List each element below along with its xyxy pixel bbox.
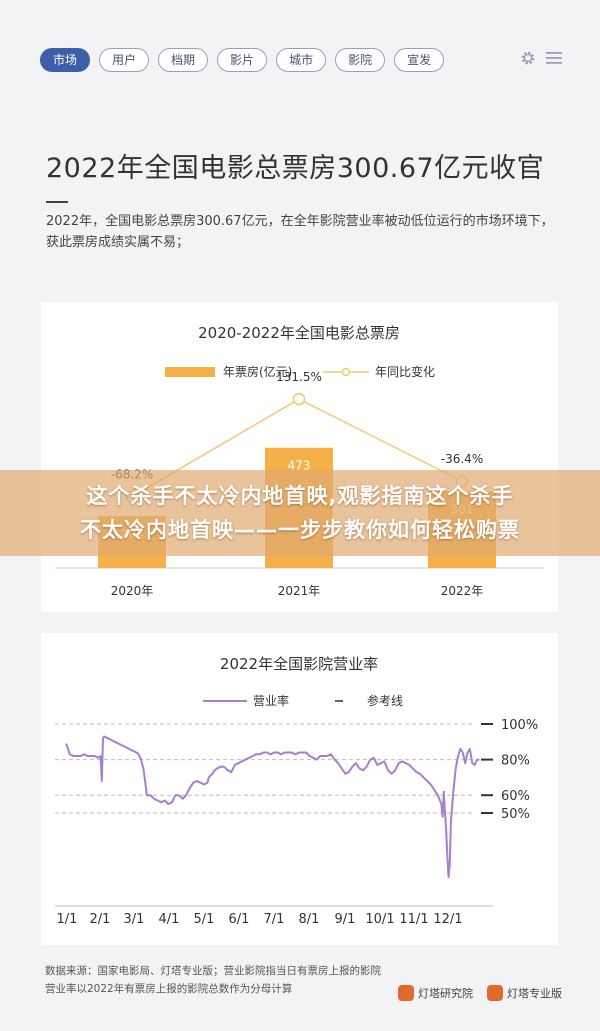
- tab-4[interactable]: 城市: [276, 48, 327, 72]
- tab-6[interactable]: 宣发: [394, 48, 445, 72]
- x-tick-4: 5/1: [194, 912, 215, 927]
- legend-bar-label: 年票房(亿元): [223, 364, 292, 379]
- x-tick-8: 9/1: [335, 912, 356, 927]
- overlay-banner[interactable]: 这个杀手不太冷内地首映,观影指南这个杀手 不太冷内地首映——一步步教你如何轻松购…: [0, 470, 600, 556]
- title-divider: [46, 201, 68, 203]
- legend-rate-label: 营业率: [253, 693, 289, 708]
- legend-line-marker: [341, 367, 351, 377]
- operating-rate-line: [65, 735, 480, 879]
- intro-text: 2022年，全国电影总票房300.67亿元，在全年影院营业率被动低位运行的市场环…: [46, 214, 554, 250]
- x-tick-2: 3/1: [124, 912, 145, 927]
- logo-research: 灯塔研究院: [398, 985, 473, 1001]
- tab-2[interactable]: 档期: [158, 48, 209, 72]
- x-tick-6: 7/1: [264, 912, 285, 927]
- data-source-footnote: 数据来源：国家电影局、灯塔专业版；营业影院指当日有票房上报的影院 营业率以202…: [45, 962, 445, 998]
- yoy-label-1: 131.5%: [276, 370, 322, 384]
- ref-label-1: 80%: [501, 754, 530, 769]
- box-office-chart: 2020-2022年全国电影总票房年票房(亿元)年同比变化2042020年473…: [55, 324, 544, 598]
- ref-label-3: 50%: [501, 807, 530, 822]
- category-label-1: 2021年: [278, 584, 321, 598]
- tab-5[interactable]: 影院: [335, 48, 386, 72]
- x-tick-3: 4/1: [159, 912, 180, 927]
- page-title: 2022年全国电影总票房300.67亿元收官: [46, 153, 545, 184]
- category-label-2: 2022年: [441, 584, 484, 598]
- overlay-banner-line-1: 这个杀手不太冷内地首映,观影指南这个杀手: [86, 484, 514, 508]
- x-tick-0: 1/1: [57, 912, 78, 927]
- logo-research-label: 灯塔研究院: [418, 987, 473, 1000]
- x-tick-10: 11/1: [399, 912, 428, 927]
- ref-label-0: 100%: [501, 718, 538, 733]
- chart1-title: 2020-2022年全国电影总票房: [198, 324, 400, 342]
- x-tick-1: 2/1: [90, 912, 111, 927]
- yoy-label-2: -36.4%: [441, 452, 483, 466]
- x-tick-5: 6/1: [229, 912, 250, 927]
- lighthouse-pro-logo-icon: [487, 985, 503, 1001]
- brand-logos: 灯塔研究院 灯塔专业版: [398, 985, 562, 1001]
- x-tick-11: 12/1: [433, 912, 462, 927]
- lighthouse-logo-icon: [398, 985, 414, 1001]
- x-tick-9: 10/1: [365, 912, 394, 927]
- gear-icon[interactable]: [520, 50, 536, 66]
- toolbar: [520, 50, 562, 66]
- tab-bar: 市场 用户 档期 影片 城市 影院 宣发: [40, 48, 445, 72]
- cinema-operating-rate-chart-card: 2022年全国影院营业率营业率 参考线 100% 80% 60% 50% 1/1 2/1 3/1…: [41, 633, 558, 945]
- tab-1[interactable]: 用户: [99, 48, 150, 72]
- legend-line-label: 年同比变化: [375, 364, 435, 379]
- box-office-chart-card: 2020-2022年全国电影总票房年票房(亿元)年同比变化2042020年473…: [41, 302, 558, 612]
- logo-pro-label: 灯塔专业版: [507, 987, 562, 1000]
- legend-bar-swatch: [165, 367, 215, 377]
- tab-3[interactable]: 影片: [217, 48, 268, 72]
- ref-label-2: 60%: [501, 789, 530, 804]
- overlay-banner-line-2: 不太冷内地首映——一步步教你如何轻松购票: [80, 518, 520, 542]
- bar-value-1: 473: [288, 459, 311, 473]
- menu-icon[interactable]: [546, 51, 562, 65]
- footnote-line-1: 数据来源：国家电影局、灯塔专业版；营业影院指当日有票房上报的影院: [45, 965, 381, 977]
- logo-pro: 灯塔专业版: [487, 985, 562, 1001]
- tab-0[interactable]: 市场: [40, 48, 91, 72]
- category-label-0: 2020年: [111, 584, 154, 598]
- legend-ref-label: 参考线: [367, 693, 403, 708]
- chart2-title: 2022年全国影院营业率: [220, 655, 378, 673]
- yoy-point-1: [292, 392, 306, 406]
- footnote-line-2: 营业率以2022年有票房上报的影院总数作为分母计算: [45, 983, 293, 995]
- x-tick-7: 8/1: [299, 912, 320, 927]
